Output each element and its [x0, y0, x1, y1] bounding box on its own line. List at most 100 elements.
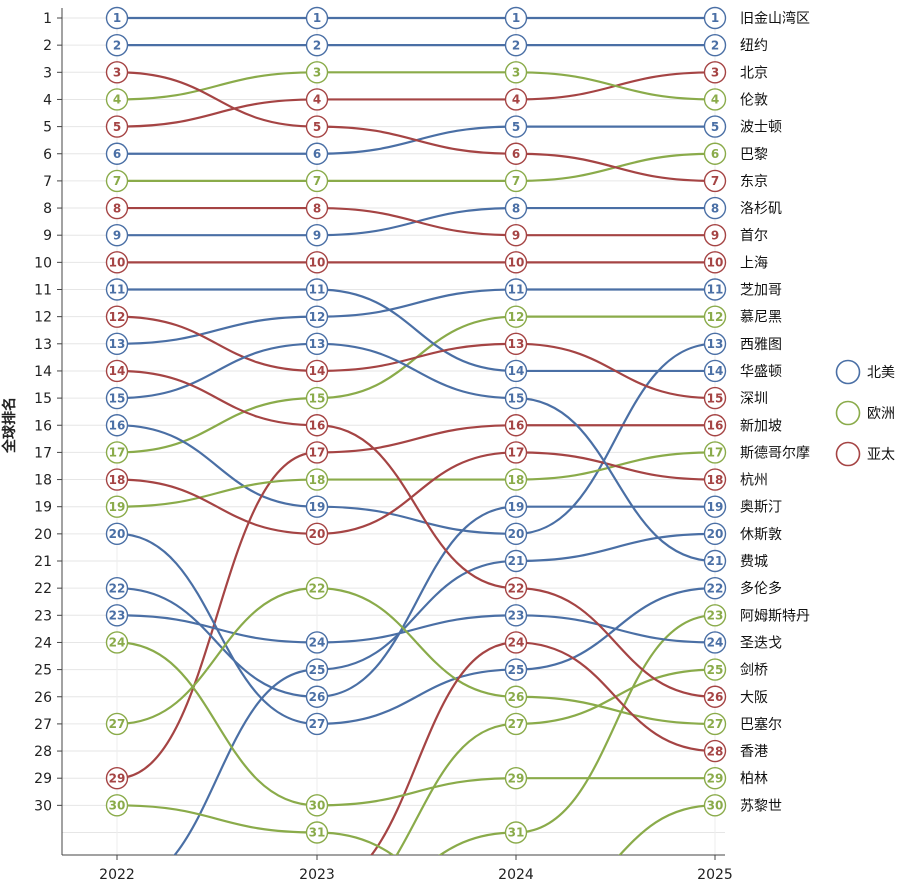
rank-label: 22 — [707, 581, 724, 595]
rank-marker — [105, 414, 129, 437]
rank-label: 6 — [711, 147, 719, 161]
rank-label: 9 — [113, 228, 121, 242]
city-label: 华盛顿 — [740, 364, 782, 380]
rank-marker — [703, 739, 727, 763]
rank-marker — [504, 33, 528, 57]
rank-marker — [703, 658, 727, 681]
rank-marker — [504, 522, 528, 546]
rank-marker — [305, 441, 329, 464]
rank-marker — [504, 685, 528, 708]
rank-marker — [703, 386, 727, 410]
rank-label: 23 — [109, 609, 126, 623]
rank-marker — [504, 251, 528, 274]
rank-label: 14 — [109, 364, 126, 378]
rank-label: 2 — [313, 38, 321, 52]
rank-label: 21 — [707, 554, 724, 568]
y-tick-label: 17 — [34, 445, 52, 461]
rank-marker — [504, 631, 528, 654]
rank-marker — [105, 88, 129, 111]
rank-label: 27 — [109, 717, 126, 731]
y-tick-label: 25 — [34, 663, 52, 679]
series-line — [116, 288, 715, 345]
rank-marker — [703, 223, 727, 247]
city-label: 新加坡 — [740, 418, 782, 434]
y-tick-label: 15 — [34, 391, 52, 407]
rank-label: 4 — [711, 93, 719, 107]
rank-marker — [703, 631, 727, 654]
rank-marker — [305, 821, 329, 844]
series-line — [116, 587, 716, 725]
city-label: 休斯敦 — [740, 527, 782, 543]
rank-marker — [105, 767, 129, 790]
y-tick-label: 13 — [34, 337, 52, 353]
rank-label: 3 — [512, 66, 520, 80]
series-line — [116, 614, 716, 644]
rank-marker — [305, 88, 329, 111]
legend-marker — [835, 359, 861, 385]
rank-label: 19 — [309, 500, 326, 514]
rank-marker — [703, 196, 727, 220]
rank-label: 25 — [508, 663, 525, 677]
rank-marker — [703, 794, 727, 817]
series-line — [117, 288, 715, 373]
rank-label: 5 — [313, 120, 321, 134]
rank-marker — [305, 115, 329, 138]
city-label: 奥斯汀 — [740, 499, 782, 516]
x-tick-label: 2022 — [99, 867, 135, 883]
rank-label: 1 — [711, 11, 719, 25]
rank-label: 21 — [508, 554, 525, 568]
rank-marker — [305, 142, 329, 165]
y-tick-label: 21 — [34, 554, 52, 570]
rank-label: 20 — [707, 527, 724, 541]
rank-marker — [305, 522, 329, 546]
y-tick-label: 8 — [43, 201, 52, 217]
city-label: 上海 — [740, 255, 768, 271]
rank-label: 11 — [109, 283, 126, 297]
rank-marker — [305, 278, 329, 301]
rank-marker — [504, 604, 528, 627]
legend-label: 亚太 — [867, 447, 895, 463]
series-line — [116, 369, 716, 698]
series-line — [173, 532, 716, 855]
rank-marker — [703, 61, 727, 84]
y-tick-label: 10 — [34, 255, 52, 271]
series-line — [116, 804, 716, 855]
rank-marker — [105, 33, 129, 57]
rank-marker — [305, 712, 329, 736]
rank-marker — [504, 88, 528, 111]
rank-label: 20 — [109, 527, 126, 541]
rank-marker — [504, 142, 528, 165]
rank-marker — [305, 386, 329, 410]
rank-label: 13 — [508, 337, 525, 351]
rank-label: 19 — [109, 500, 126, 514]
rank-marker — [703, 305, 727, 328]
rank-marker — [105, 115, 129, 138]
rank-marker — [105, 604, 129, 627]
rank-marker — [305, 468, 329, 491]
rank-label: 9 — [711, 228, 719, 242]
rank-label: 8 — [711, 201, 719, 215]
rank-marker — [305, 251, 329, 274]
rank-label: 19 — [707, 500, 724, 514]
rank-marker — [105, 522, 129, 546]
rank-marker — [504, 549, 528, 573]
rank-marker — [504, 414, 528, 437]
rank-label: 23 — [707, 609, 724, 623]
rank-marker — [105, 6, 129, 30]
rank-label: 25 — [309, 663, 326, 677]
axes: 1234567891011121314151617181920212223242… — [34, 8, 733, 883]
series-line — [116, 532, 716, 726]
rank-label: 13 — [707, 337, 724, 351]
rank-label: 13 — [309, 337, 326, 351]
rank-label: 27 — [707, 717, 724, 731]
rank-label: 11 — [508, 283, 525, 297]
rank-marker — [703, 278, 727, 301]
y-tick-label: 28 — [34, 744, 52, 760]
rank-label: 4 — [113, 93, 121, 107]
rank-marker — [504, 386, 528, 410]
series-line — [116, 342, 716, 563]
rank-marker — [105, 495, 129, 518]
rank-label: 20 — [309, 527, 326, 541]
rank-marker — [305, 169, 329, 193]
rank-label: 5 — [113, 120, 121, 134]
